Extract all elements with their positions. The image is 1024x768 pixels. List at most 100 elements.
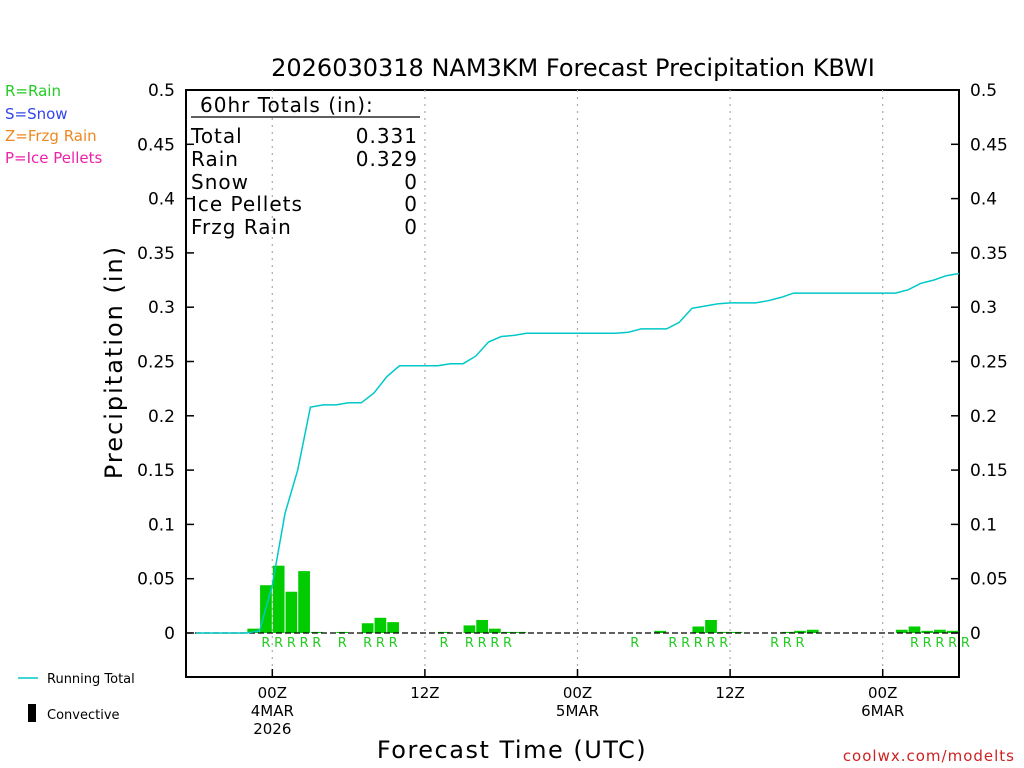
- y-tick-label-right: 0.05: [970, 570, 1008, 590]
- y-tick-label-right: 0.1: [970, 515, 997, 535]
- x-tick-label: 12Z: [410, 684, 439, 702]
- chart-title: 2026030318 NAM3KM Forecast Precipitation…: [271, 54, 875, 82]
- ptype-legend-rain: R=Rain: [5, 82, 61, 100]
- convective-legend-swatch: [28, 704, 36, 722]
- y-tick-label-left: 0.3: [148, 298, 175, 318]
- y-tick-label-left: 0.5: [148, 81, 175, 101]
- rain-bar: [794, 630, 806, 633]
- y-tick-label-right: 0.45: [970, 135, 1008, 155]
- rain-bar: [806, 629, 819, 633]
- x-tick-label: 12Z: [715, 684, 744, 702]
- rain-bar: [781, 631, 794, 633]
- ptype-letter: R: [707, 636, 716, 651]
- running-total-polyline: [196, 272, 960, 634]
- rain-bar: [921, 630, 934, 633]
- y-tick-label-right: 0.4: [970, 190, 997, 210]
- x-tick-label: 5MAR: [556, 702, 599, 720]
- ptype-letter: R: [261, 636, 270, 651]
- y-tick-label-right: 0.3: [970, 298, 997, 318]
- rain-bar: [285, 591, 298, 633]
- y-tick-label-left: 0.1: [148, 515, 175, 535]
- convective-legend-label: Convective: [47, 708, 120, 723]
- ptype-letter: R: [478, 636, 487, 651]
- ptype-legend-frzg-rain: Z=Frzg Rain: [5, 127, 97, 145]
- y-axis-ticks: 0 00.05 0.050.1 0.10.15 0.150.2 0.20.25 0.250.…: [137, 81, 1008, 644]
- rain-bar: [272, 565, 285, 633]
- ptype-letter: R: [796, 636, 805, 651]
- rain-bar: [717, 631, 730, 633]
- totals-label-frzg-rain: Frzg Rain: [191, 215, 292, 239]
- y-tick-label-left: 0.05: [137, 570, 175, 590]
- series-legend: Running Total Convective: [18, 672, 135, 723]
- ptype-letter: R: [961, 636, 970, 651]
- y-tick-label-left: 0.15: [137, 461, 175, 481]
- rain-bar: [387, 622, 399, 633]
- rain-bar: [361, 623, 374, 633]
- rain-bar: [374, 617, 387, 633]
- x-tick-label: 4MAR: [251, 702, 294, 720]
- rain-bar: [501, 631, 514, 633]
- y-tick-label-right: 0.2: [970, 407, 997, 427]
- totals-value-rain: 0.329: [356, 147, 418, 171]
- y-axis-label: Precipitation (in): [100, 245, 128, 479]
- y-tick-label-right: 0.25: [970, 353, 1008, 373]
- ptype-letter: R: [287, 636, 296, 651]
- ptype-letter: R: [948, 636, 957, 651]
- ptype-letter: R: [668, 636, 677, 651]
- y-tick-label-left: 0: [164, 624, 175, 644]
- totals-label-rain: Rain: [191, 147, 239, 171]
- rain-bar: [476, 619, 488, 633]
- totals-header: 60hr Totals (in):: [200, 93, 374, 117]
- totals-label-ice-pellets: Ice Pellets: [191, 192, 303, 216]
- x-axis-label: Forecast Time (UTC): [377, 736, 647, 764]
- ptype-letter: R: [910, 636, 919, 651]
- y-tick-label-left: 0.45: [137, 135, 175, 155]
- x-tick-label: 00Z: [563, 684, 592, 702]
- ptype-letter: R: [439, 636, 448, 651]
- rain-bar: [654, 630, 667, 633]
- ptype-letter: R: [630, 636, 639, 651]
- y-tick-label-left: 0.25: [137, 353, 175, 373]
- rain-bar: [488, 628, 501, 633]
- totals-label-total: Total: [190, 124, 243, 148]
- ptype-letter: R: [770, 636, 779, 651]
- credit-text: coolwx.com/modelts: [843, 747, 1015, 765]
- x-tick-label: 2026: [253, 720, 291, 738]
- plot-frame: [185, 89, 960, 678]
- ptype-letter: R: [376, 636, 385, 651]
- y-tick-label-right: 0.5: [970, 81, 997, 101]
- rain-bar: [934, 629, 946, 633]
- totals-value-ice-pellets: 0: [404, 192, 418, 216]
- ptype-letter: R: [694, 636, 703, 651]
- rain-bar: [463, 625, 476, 633]
- ptype-letter: R: [300, 636, 309, 651]
- totals-value-snow: 0: [404, 170, 418, 194]
- y-tick-label-left: 0.4: [148, 190, 175, 210]
- ptype-letter: R: [783, 636, 792, 651]
- ptype-letter: R: [923, 636, 932, 651]
- ptype-letter: R: [719, 636, 728, 651]
- ptype-letter: R: [312, 636, 321, 651]
- totals-value-frzg-rain: 0: [404, 215, 418, 239]
- rain-bar: [705, 619, 717, 633]
- ptype-letter: R: [465, 636, 474, 651]
- totals-box: 60hr Totals (in): Total 0.331 Rain 0.329…: [190, 93, 420, 239]
- x-tick-label: 6MAR: [861, 702, 904, 720]
- running-total-line: [196, 272, 960, 634]
- rain-bar: [298, 571, 310, 633]
- grid-lines: [271, 90, 884, 677]
- rain-bar: [946, 630, 959, 633]
- ptype-letter: R: [363, 636, 372, 651]
- x-tick-label: 00Z: [868, 684, 897, 702]
- totals-label-snow: Snow: [191, 170, 249, 194]
- ptype-letter: R: [681, 636, 690, 651]
- ptype-letter: R: [274, 636, 283, 651]
- rain-bar: [895, 629, 908, 633]
- ptype-letter: R: [503, 636, 512, 651]
- y-tick-label-right: 0: [970, 624, 981, 644]
- rain-bars: [247, 565, 959, 633]
- x-tick-label: 00Z: [258, 684, 287, 702]
